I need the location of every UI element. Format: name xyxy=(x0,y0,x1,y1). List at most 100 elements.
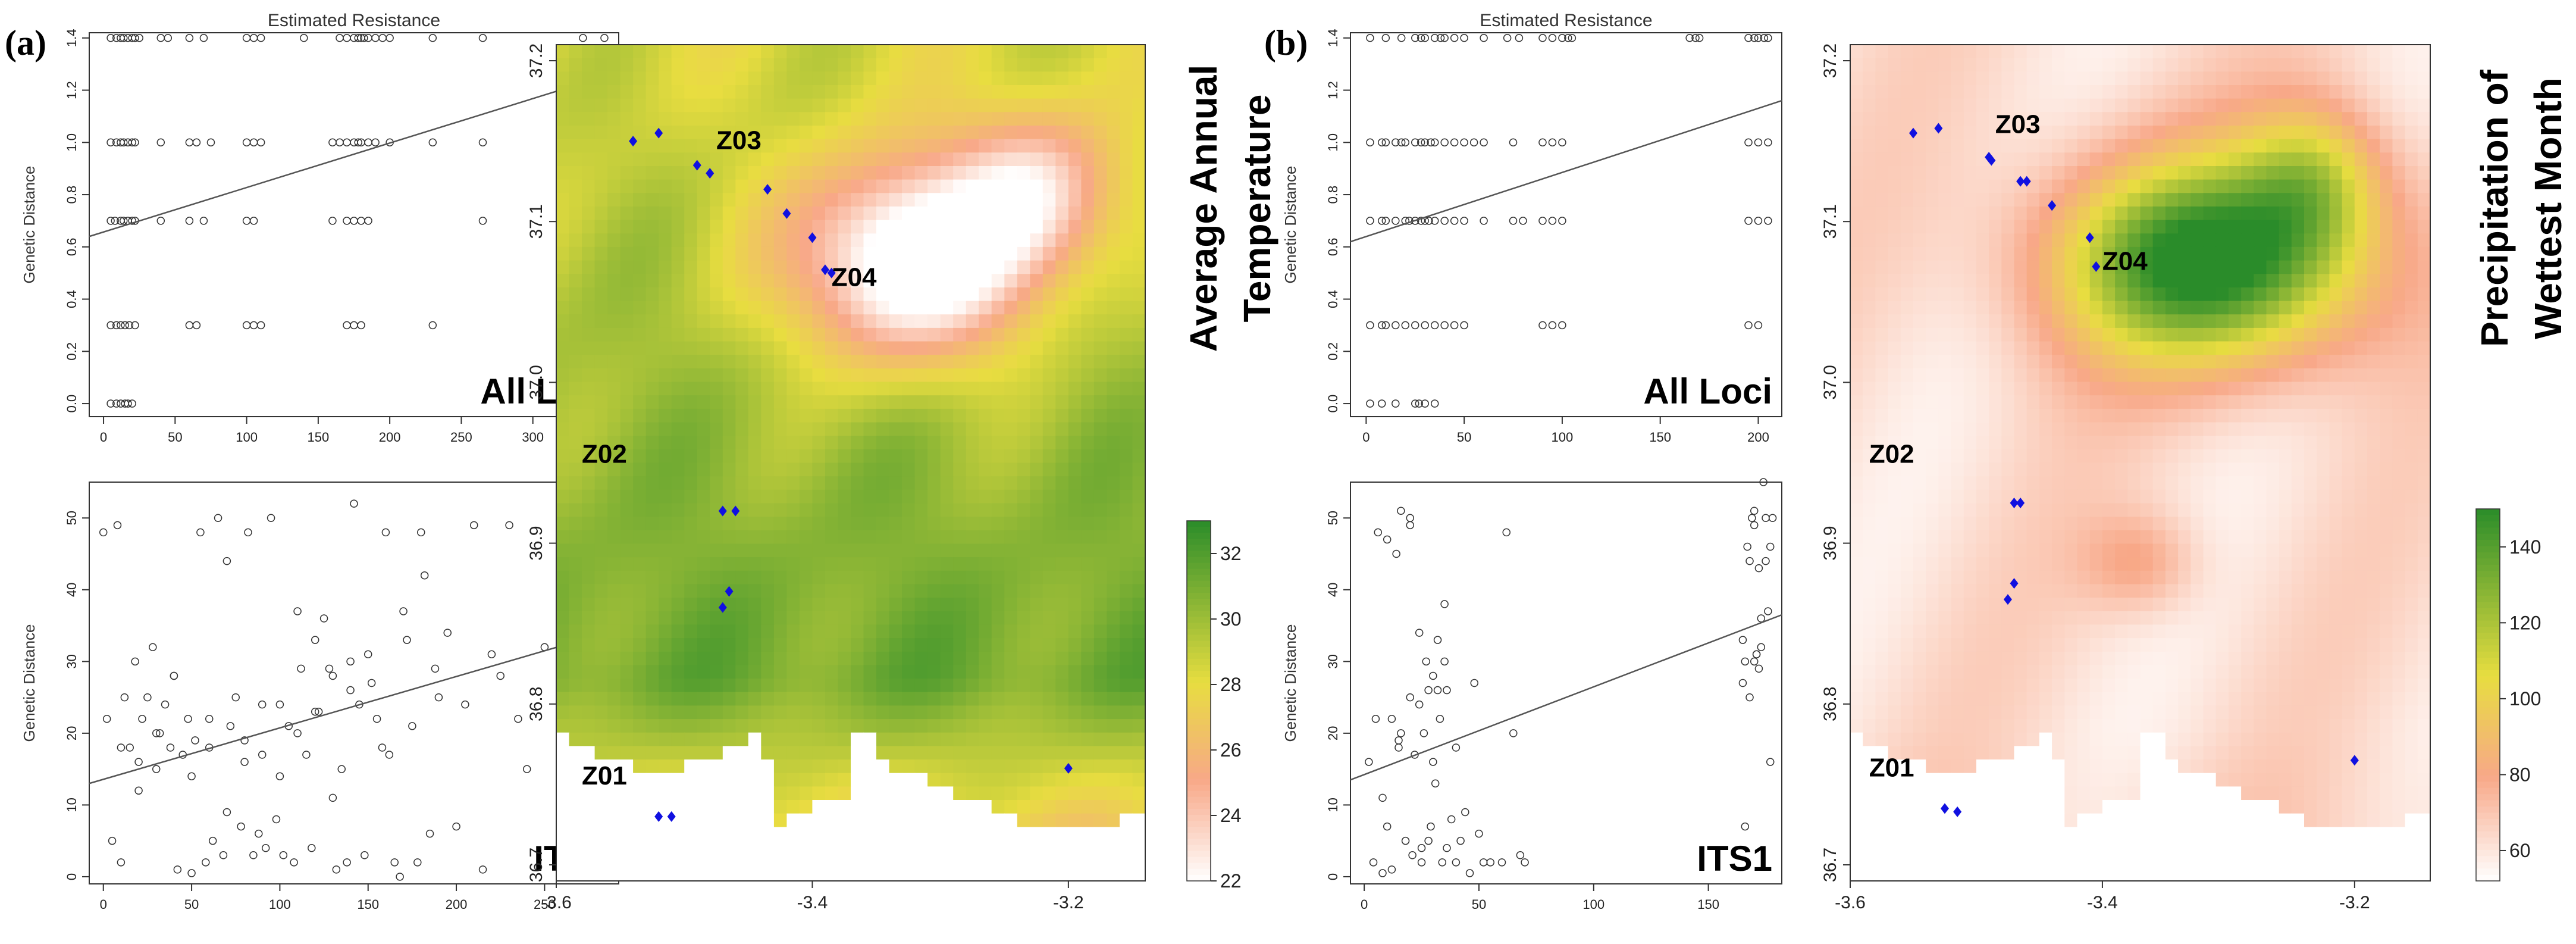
heatmap-cell xyxy=(799,624,813,639)
heatmap-cell xyxy=(1055,598,1069,612)
heatmap-cell xyxy=(799,530,813,545)
heatmap-cell xyxy=(2165,368,2179,383)
heatmap-cell xyxy=(786,408,800,423)
heatmap-cell xyxy=(1963,139,1977,154)
heatmap-cell xyxy=(1068,854,1082,868)
heatmap-cell xyxy=(2291,422,2305,436)
heatmap-cell xyxy=(1989,193,2002,207)
heatmap-cell xyxy=(633,341,647,355)
heatmap-cell xyxy=(799,584,813,598)
heatmap-cell xyxy=(633,732,647,747)
heatmap-cell xyxy=(863,692,877,707)
heatmap-cell xyxy=(1132,274,1146,288)
heatmap-cell xyxy=(1107,705,1120,720)
heatmap-cell xyxy=(2039,45,2052,59)
heatmap-cell xyxy=(671,611,685,626)
data-point xyxy=(135,34,143,42)
data-point xyxy=(354,138,362,147)
heatmap-cell xyxy=(825,166,839,180)
heatmap-cell xyxy=(863,233,877,248)
heatmap-cell xyxy=(2052,314,2066,329)
heatmap-cell xyxy=(1030,773,1043,787)
heatmap-cell xyxy=(1030,422,1043,436)
heatmap-cell xyxy=(2026,395,2040,410)
heatmap-cell xyxy=(2115,179,2129,194)
heatmap-cell xyxy=(620,746,634,760)
heatmap-cell xyxy=(761,719,775,733)
heatmap-cell xyxy=(761,85,775,99)
heatmap-cell xyxy=(633,220,647,235)
heatmap-cell xyxy=(902,786,916,801)
heatmap-cell xyxy=(582,584,596,598)
data-point xyxy=(361,851,369,859)
heatmap-cell xyxy=(876,840,890,855)
heatmap-cell xyxy=(851,705,864,720)
heatmap-cell xyxy=(979,436,992,450)
zone-label: Z04 xyxy=(832,262,877,292)
heatmap-cell xyxy=(2115,382,2129,396)
heatmap-cell xyxy=(659,503,672,517)
heatmap-cell xyxy=(2380,462,2393,477)
heatmap-cell xyxy=(710,220,723,235)
heatmap-cell xyxy=(582,462,596,477)
heatmap-cell xyxy=(684,301,698,315)
heatmap-cell xyxy=(2215,408,2229,423)
heatmap-cell xyxy=(812,139,826,154)
data-point xyxy=(1411,321,1419,330)
heatmap-cell xyxy=(1863,260,1876,275)
data-point xyxy=(237,822,245,831)
heatmap-cell xyxy=(620,517,634,531)
heatmap-cell xyxy=(1132,598,1146,612)
heatmap-cell xyxy=(940,98,954,113)
heatmap-cell xyxy=(2077,408,2091,423)
data-point xyxy=(119,138,128,147)
heatmap-cell xyxy=(556,854,570,868)
heatmap-cell xyxy=(991,867,1005,882)
heatmap-cell xyxy=(1081,368,1095,383)
heatmap-cell xyxy=(2380,179,2393,194)
heatmap-cell xyxy=(914,301,928,315)
colorbar-segment xyxy=(1187,599,1211,605)
heatmap-cell xyxy=(838,570,851,585)
colorbar-segment xyxy=(1187,712,1211,720)
heatmap-cell xyxy=(2380,193,2393,207)
heatmap-cell xyxy=(838,840,851,855)
heatmap-cell xyxy=(1900,58,1914,73)
heatmap-cell xyxy=(966,436,979,450)
data-point xyxy=(1415,700,1424,709)
heatmap-cell xyxy=(1951,341,1964,355)
heatmap-cell xyxy=(2367,274,2380,288)
heatmap-cell xyxy=(1120,152,1133,167)
heatmap-cell xyxy=(889,233,902,248)
data-point xyxy=(505,521,513,530)
heatmap-cell xyxy=(2052,126,2066,140)
heatmap-cell xyxy=(1004,233,1018,248)
heatmap-cell xyxy=(556,651,570,666)
heatmap-cell xyxy=(556,179,570,194)
heatmap-cell xyxy=(953,517,967,531)
colorbar-segment xyxy=(1187,658,1211,665)
heatmap-cell xyxy=(838,584,851,598)
heatmap-cell xyxy=(1042,638,1057,652)
data-point xyxy=(242,138,251,147)
heatmap-cell xyxy=(748,233,762,248)
heatmap-cell xyxy=(684,395,698,410)
heatmap-cell xyxy=(2367,45,2380,59)
heatmap-cell xyxy=(851,395,864,410)
heatmap-cell xyxy=(2115,112,2129,126)
heatmap-cell xyxy=(2102,449,2116,464)
x-tick-label: 100 xyxy=(269,897,291,912)
heatmap-cell xyxy=(1030,462,1043,477)
data-point xyxy=(1509,138,1518,147)
heatmap-cell xyxy=(889,85,902,99)
heatmap-cell xyxy=(2039,139,2052,154)
heatmap-cell xyxy=(735,746,749,760)
heatmap-cell xyxy=(1055,287,1069,302)
heatmap-cell xyxy=(2266,85,2280,99)
data-point xyxy=(357,321,365,330)
heatmap-cell xyxy=(2254,355,2267,369)
heatmap-cell xyxy=(2001,45,2015,59)
y-tick-label: 1.0 xyxy=(1325,133,1340,152)
heatmap-cell xyxy=(1926,206,1939,221)
heatmap-cell xyxy=(889,840,902,855)
